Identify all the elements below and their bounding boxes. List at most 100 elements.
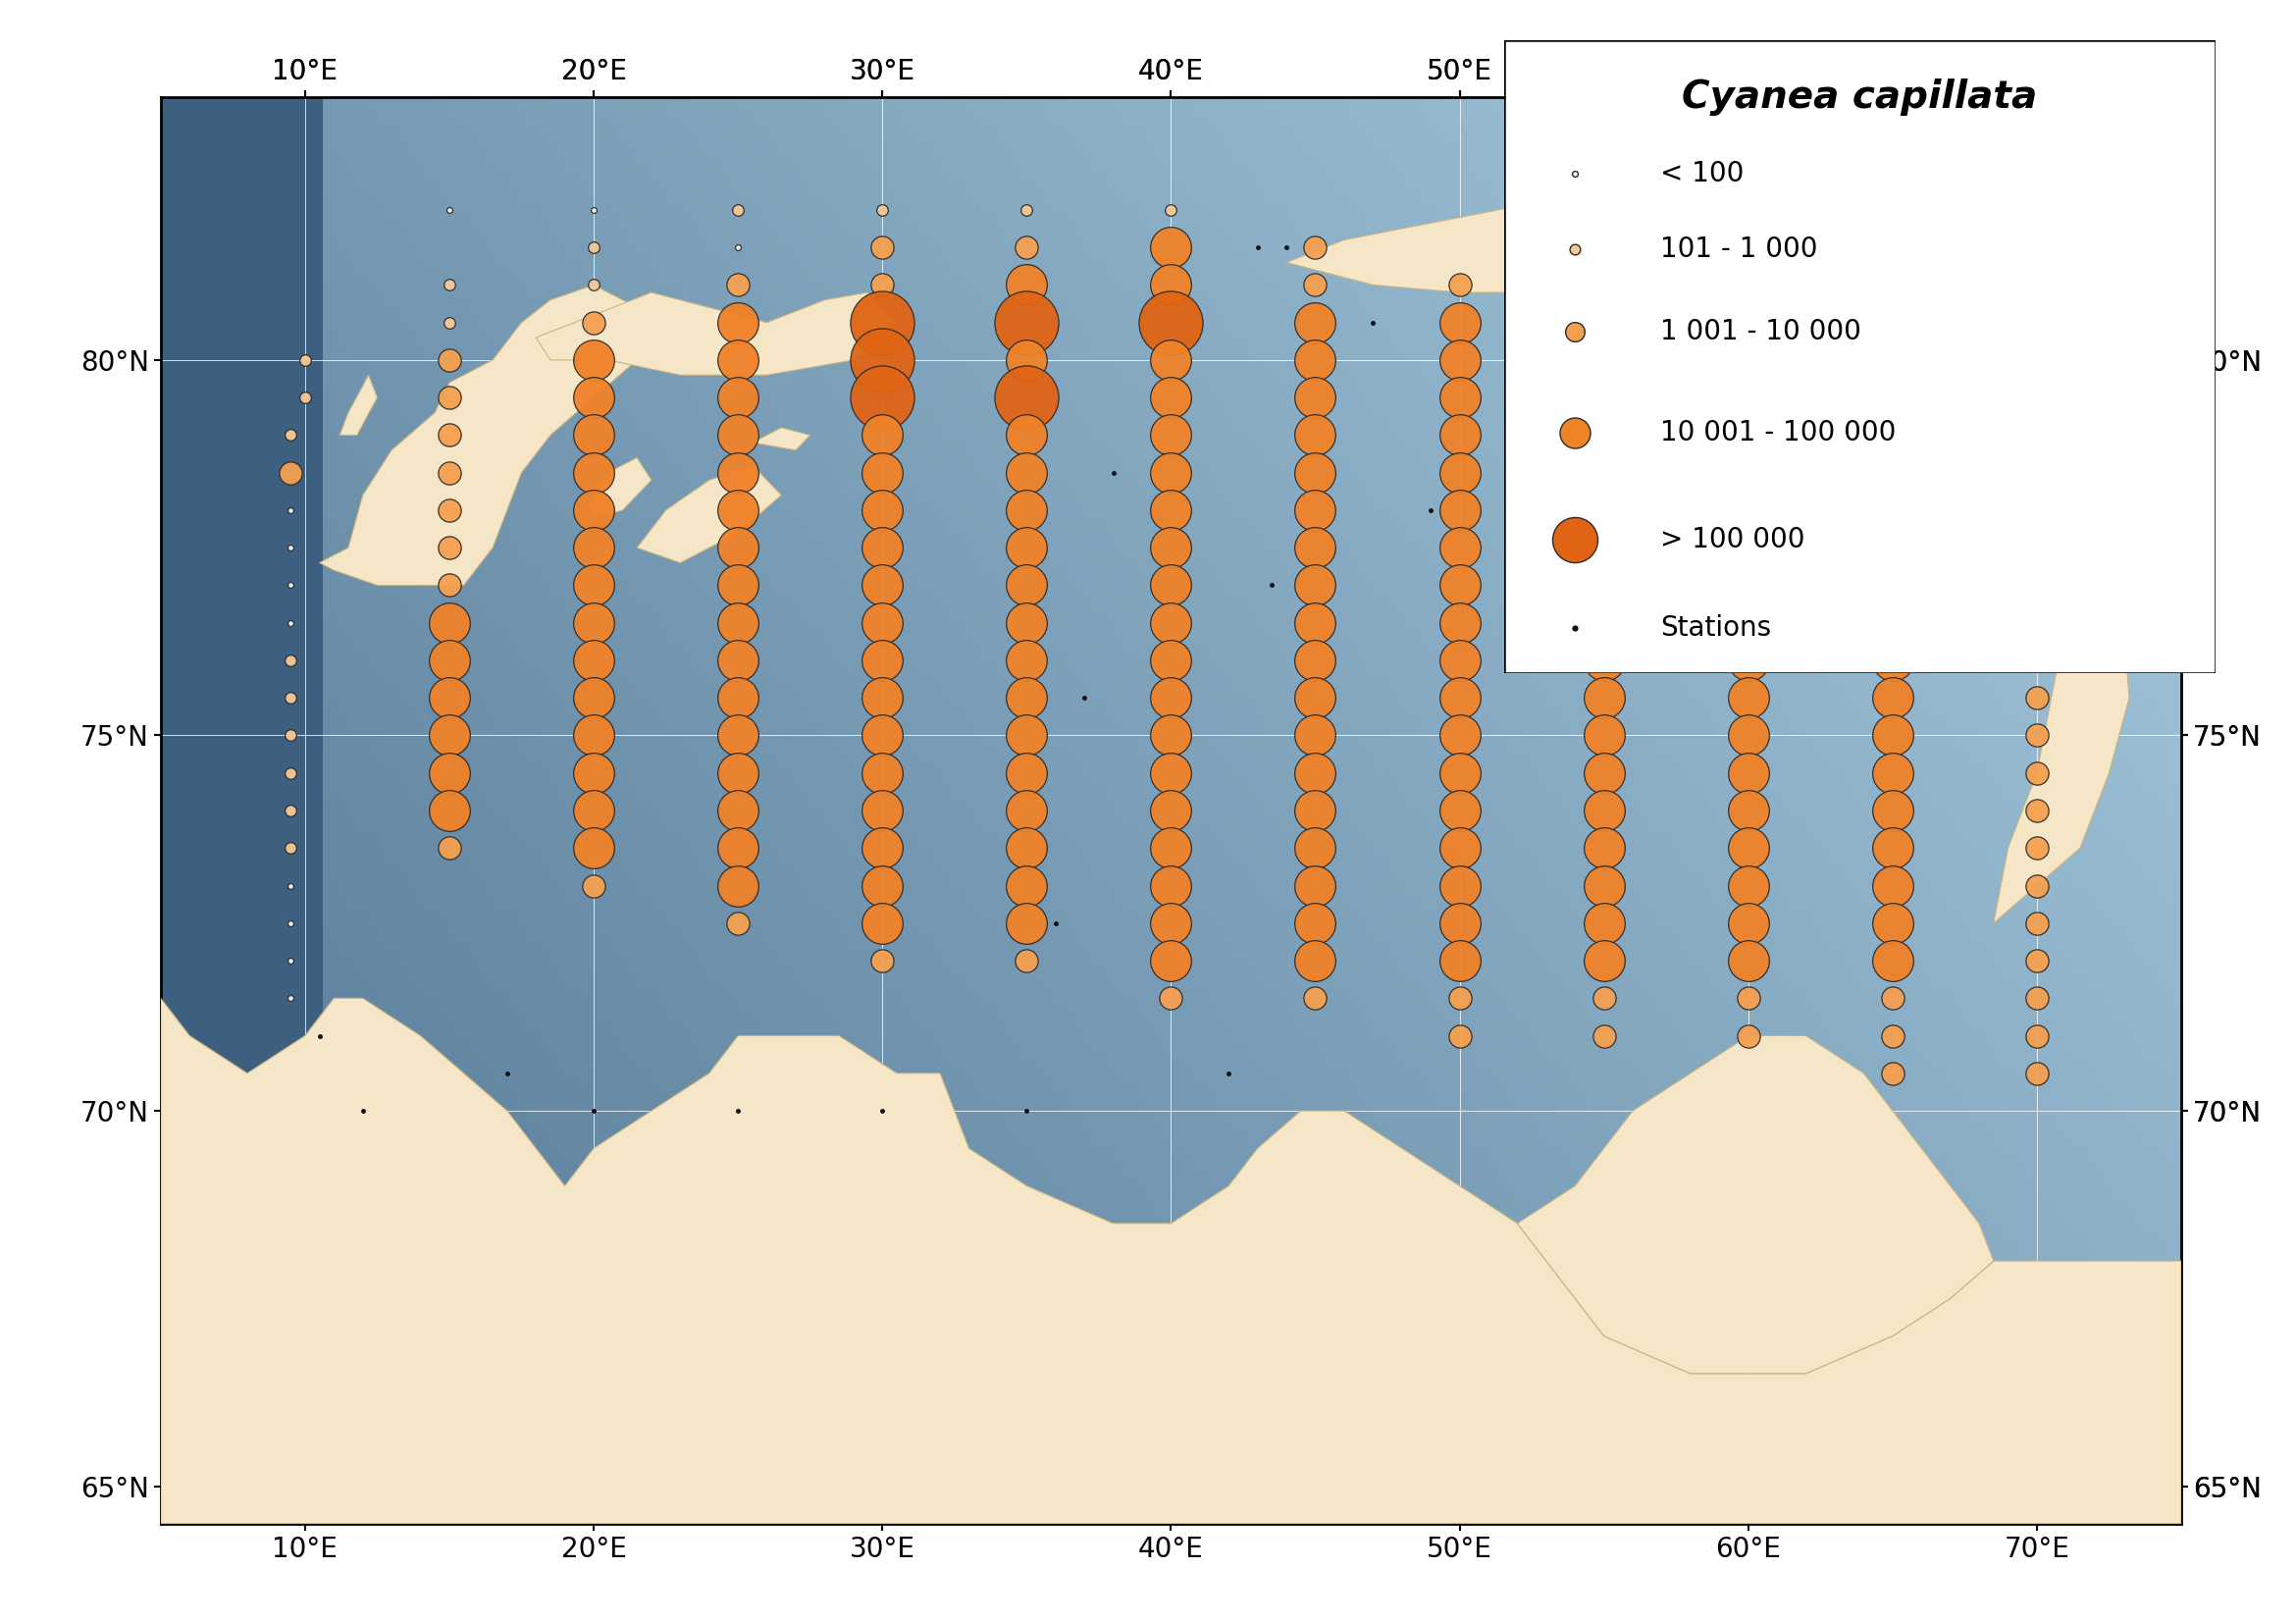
Point [432,347,468,373]
Point [1297,347,1334,373]
Polygon shape [753,428,810,451]
Point [1008,535,1045,561]
Point [576,686,613,712]
Point [863,272,900,298]
Point [719,760,755,786]
Point [576,647,613,673]
Point [1874,835,1910,861]
Point [863,498,900,524]
Point [1729,347,1766,373]
Point [1008,872,1045,898]
Point [1008,572,1045,598]
Point [1008,723,1045,749]
Polygon shape [1518,1036,1993,1373]
Point [1729,723,1766,749]
Point [576,760,613,786]
Point [1587,647,1623,673]
Point [273,835,310,861]
Point [1153,723,1189,749]
Point [273,647,310,673]
Point [863,235,900,261]
Point [719,835,755,861]
FancyBboxPatch shape [1504,41,2216,673]
Point [1729,909,1766,935]
Point [863,535,900,561]
Point [1297,986,1334,1012]
Point [432,609,468,635]
Point [1587,535,1623,561]
Text: > 100 000: > 100 000 [1660,527,1805,554]
Text: < 100: < 100 [1660,159,1745,186]
Point [1153,798,1189,823]
Point [719,798,755,823]
Point [576,835,613,861]
Point [719,686,755,712]
Point [576,609,613,635]
Point [1729,421,1766,447]
Point [1729,760,1766,786]
Point [1297,498,1334,524]
Point [1557,527,1593,553]
Point [273,460,310,486]
Point [1874,384,1910,410]
Point [1874,1060,1910,1086]
Polygon shape [1993,585,2128,922]
Point [1008,196,1045,222]
Point [1153,272,1189,298]
Point [2018,760,2055,786]
Point [1008,835,1045,861]
Point [1729,1023,1766,1049]
Point [576,798,613,823]
Point [1587,986,1623,1012]
Point [719,196,755,222]
Point [1008,647,1045,673]
Point [1008,760,1045,786]
Point [1297,572,1334,598]
Point [576,347,613,373]
Point [1729,872,1766,898]
Point [1297,948,1334,974]
Point [1729,798,1766,823]
Point [1008,384,1045,410]
Point [1442,986,1479,1012]
Point [1874,798,1910,823]
Point [1153,572,1189,598]
Point [1442,760,1479,786]
Point [1557,237,1593,263]
Point [1297,909,1334,935]
Point [1008,421,1045,447]
Point [863,384,900,410]
Point [1587,384,1623,410]
Point [1557,160,1593,186]
Point [273,535,310,561]
Text: Stations: Stations [1660,614,1773,642]
Polygon shape [636,465,781,562]
Polygon shape [1286,195,1807,292]
Point [1729,835,1766,861]
Point [287,384,324,410]
Point [432,572,468,598]
Point [1153,235,1189,261]
Point [1442,347,1479,373]
Point [273,723,310,749]
Point [1874,909,1910,935]
Point [863,835,900,861]
Point [2018,609,2055,635]
Point [1008,310,1045,336]
Point [863,798,900,823]
Point [1153,609,1189,635]
Point [1297,235,1334,261]
Point [1153,948,1189,974]
Point [273,609,310,635]
Point [1008,347,1045,373]
Point [1587,948,1623,974]
Point [576,384,613,410]
Point [2018,460,2055,486]
Polygon shape [340,374,377,434]
Polygon shape [535,292,898,374]
Point [719,421,755,447]
Point [2018,1060,2055,1086]
Point [1729,572,1766,598]
Point [1587,1023,1623,1049]
Point [1587,572,1623,598]
